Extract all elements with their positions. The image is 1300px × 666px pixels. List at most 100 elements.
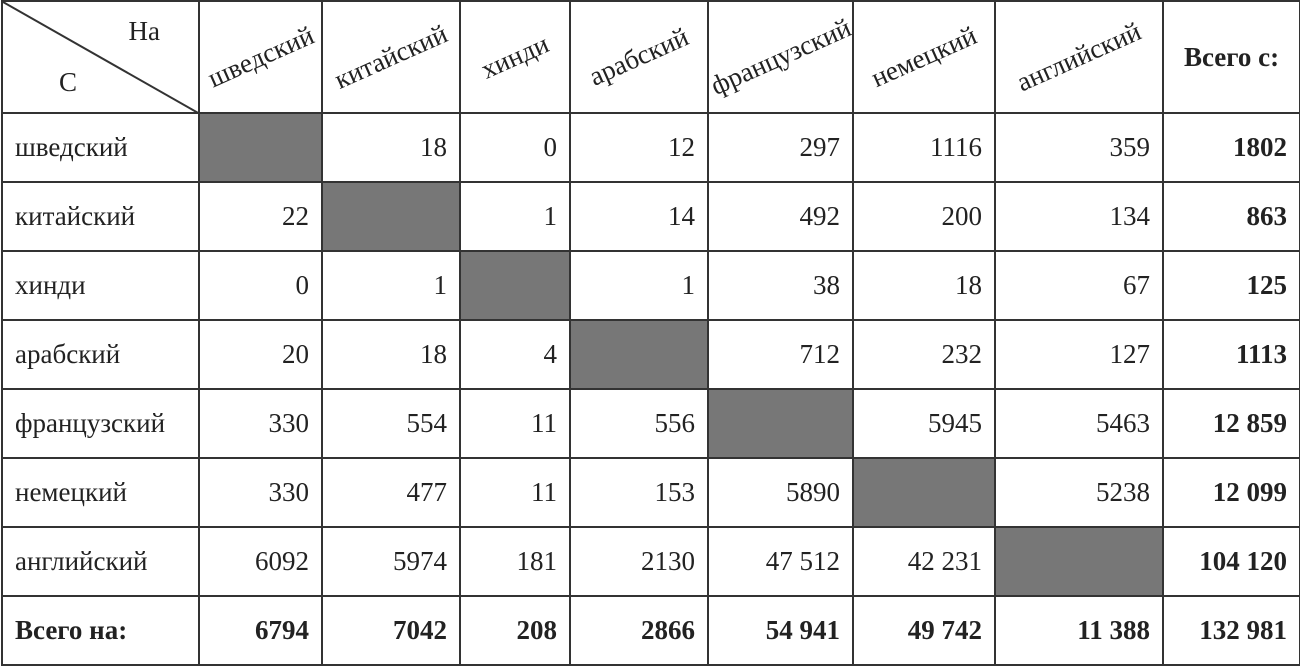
column-header-text: шведский	[202, 19, 318, 94]
table-row: французский 330 554 11 556 5945 5463 12 859	[1, 388, 1300, 459]
cell: 14	[569, 181, 709, 252]
column-header-text: английский	[1012, 15, 1146, 98]
cell: 330	[198, 457, 323, 528]
column-header: арабский	[569, 0, 709, 114]
cell: 22	[198, 181, 323, 252]
table-row: шведский 18 0 12 297 1116 359 1802	[1, 112, 1300, 183]
column-header: шведский	[198, 0, 323, 114]
cell: 134	[994, 181, 1164, 252]
cell: 1113	[1162, 319, 1300, 390]
cell: 1	[569, 250, 709, 321]
cell: 11	[459, 388, 571, 459]
cell: 863	[1162, 181, 1300, 252]
corner-top: На	[128, 16, 160, 46]
column-header-text: французский	[708, 12, 853, 101]
cell: 127	[994, 319, 1164, 390]
empty-cell	[321, 181, 461, 252]
cell: 208	[459, 595, 571, 666]
cell: 492	[707, 181, 854, 252]
cell: 153	[569, 457, 709, 528]
cell: 54 941	[707, 595, 854, 666]
row-label: арабский	[1, 319, 200, 390]
table-body: шведский 18 0 12 297 1116 359 1802 китайский 22 1 1…	[1, 112, 1300, 666]
cell: 477	[321, 457, 461, 528]
cell: 47 512	[707, 526, 854, 597]
column-header: английский	[994, 0, 1164, 114]
cell: 18	[852, 250, 996, 321]
cell: 5974	[321, 526, 461, 597]
column-header: французский	[707, 0, 854, 114]
column-header: Всего с:	[1162, 0, 1300, 114]
cell: 712	[707, 319, 854, 390]
cell: 11	[459, 457, 571, 528]
column-header-text: китайский	[329, 18, 452, 95]
cell: 5890	[707, 457, 854, 528]
column-header: немецкий	[852, 0, 996, 114]
cell: 181	[459, 526, 571, 597]
cell: 125	[1162, 250, 1300, 321]
row-label: Всего на:	[1, 595, 200, 666]
diagonal	[3, 2, 200, 114]
cell: 1	[321, 250, 461, 321]
cell: 5463	[994, 388, 1164, 459]
cell: 0	[459, 112, 571, 183]
cell: 554	[321, 388, 461, 459]
cell: 232	[852, 319, 996, 390]
cell: 1	[459, 181, 571, 252]
cell: 12	[569, 112, 709, 183]
cell: 2866	[569, 595, 709, 666]
cell: 67	[994, 250, 1164, 321]
cell: 1116	[852, 112, 996, 183]
cell: 6794	[198, 595, 323, 666]
empty-cell	[852, 457, 996, 528]
row-label: французский	[1, 388, 200, 459]
cell: 104 120	[1162, 526, 1300, 597]
column-header: хинди	[459, 0, 571, 114]
column-header: китайский	[321, 0, 461, 114]
cell: 18	[321, 112, 461, 183]
cell: 5945	[852, 388, 996, 459]
table-row: китайский 22 1 14 492 200 134 863	[1, 181, 1300, 252]
empty-cell	[198, 112, 323, 183]
cell: 20	[198, 319, 323, 390]
corner-bottom: С	[59, 67, 78, 97]
cell: 0	[198, 250, 323, 321]
cell: 297	[707, 112, 854, 183]
table-row: арабский 20 18 4 712 232 127 1113	[1, 319, 1300, 390]
corner-cell: На С	[1, 0, 200, 114]
column-header-text: арабский	[584, 21, 693, 92]
cell: 1802	[1162, 112, 1300, 183]
table-row: немецкий 330 477 11 153 5890 5238 12 099	[1, 457, 1300, 528]
row-label: шведский	[1, 112, 200, 183]
cell: 49 742	[852, 595, 996, 666]
cell: 12 099	[1162, 457, 1300, 528]
cell: 2130	[569, 526, 709, 597]
table-row: Всего на: 6794 7042 208 2866 54 941 49 742 11 3…	[1, 595, 1300, 666]
cell: 11 388	[994, 595, 1164, 666]
cell: 5238	[994, 457, 1164, 528]
cell: 38	[707, 250, 854, 321]
cell: 4	[459, 319, 571, 390]
cell: 556	[569, 388, 709, 459]
cell: 200	[852, 181, 996, 252]
column-header-text: немецкий	[866, 20, 982, 94]
empty-cell	[569, 319, 709, 390]
header-row: На С шведский китайский хинди арабский франц…	[1, 0, 1300, 114]
empty-cell	[994, 526, 1164, 597]
table-row: хинди 0 1 1 38 18 67 125	[1, 250, 1300, 321]
row-label: китайский	[1, 181, 200, 252]
empty-cell	[459, 250, 571, 321]
cell: 42 231	[852, 526, 996, 597]
table-row: английский 6092 5974 181 2130 47 512 42 231 104…	[1, 526, 1300, 597]
row-label: хинди	[1, 250, 200, 321]
empty-cell	[707, 388, 854, 459]
cell: 7042	[321, 595, 461, 666]
cell: 359	[994, 112, 1164, 183]
row-label: английский	[1, 526, 200, 597]
cell: 132 981	[1162, 595, 1300, 666]
cell: 12 859	[1162, 388, 1300, 459]
cell: 6092	[198, 526, 323, 597]
column-header-text: хинди	[476, 28, 554, 85]
